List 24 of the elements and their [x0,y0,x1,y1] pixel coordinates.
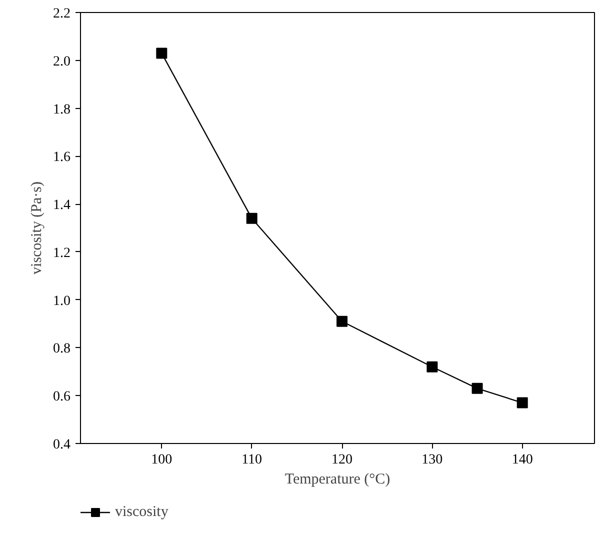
y-tick-label: 0.8 [53,342,70,357]
x-tick-label: 100 [151,452,172,468]
x-tick-label: 120 [332,452,353,468]
y-tick-label: 1.0 [53,294,70,309]
y-axis-title: viscosity (Pa·s) [29,182,45,274]
y-tick-label: 0.4 [53,438,70,452]
y-tick-label: 2.0 [53,54,70,70]
point [336,316,348,327]
x-tick-label: 130 [422,452,443,468]
y-tick-label: 0.6 [53,390,70,405]
y-tick-label: 1.2 [53,246,70,261]
x-tick-label: 110 [242,452,262,468]
y-tick-label: 2.2 [53,6,70,22]
point [426,361,438,372]
y-tick-label: 1.4 [53,198,70,214]
point [246,212,258,224]
point [156,48,168,59]
x-axis-title: Temperature (°C) [284,472,390,488]
x-tick-label: 140 [512,452,533,468]
legend-label: viscosity [115,504,168,520]
point [516,397,528,408]
y-tick-label: 1.8 [53,102,70,118]
y-tick-label: 1.6 [53,150,70,166]
point [472,382,483,394]
